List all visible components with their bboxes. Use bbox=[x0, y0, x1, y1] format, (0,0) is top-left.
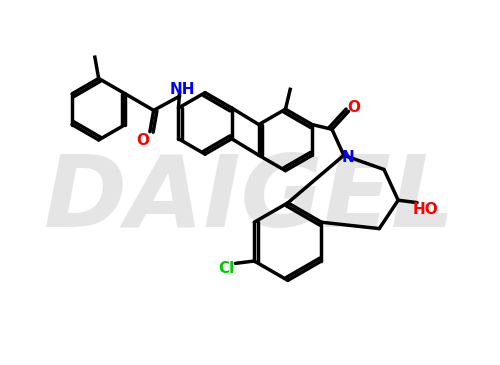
Text: O: O bbox=[136, 132, 149, 148]
Text: Cl: Cl bbox=[218, 261, 235, 276]
Text: DAIGEL: DAIGEL bbox=[44, 151, 456, 248]
Text: N: N bbox=[341, 150, 354, 165]
Text: NH: NH bbox=[170, 82, 195, 97]
Text: O: O bbox=[348, 100, 360, 115]
Text: HO: HO bbox=[412, 202, 438, 217]
